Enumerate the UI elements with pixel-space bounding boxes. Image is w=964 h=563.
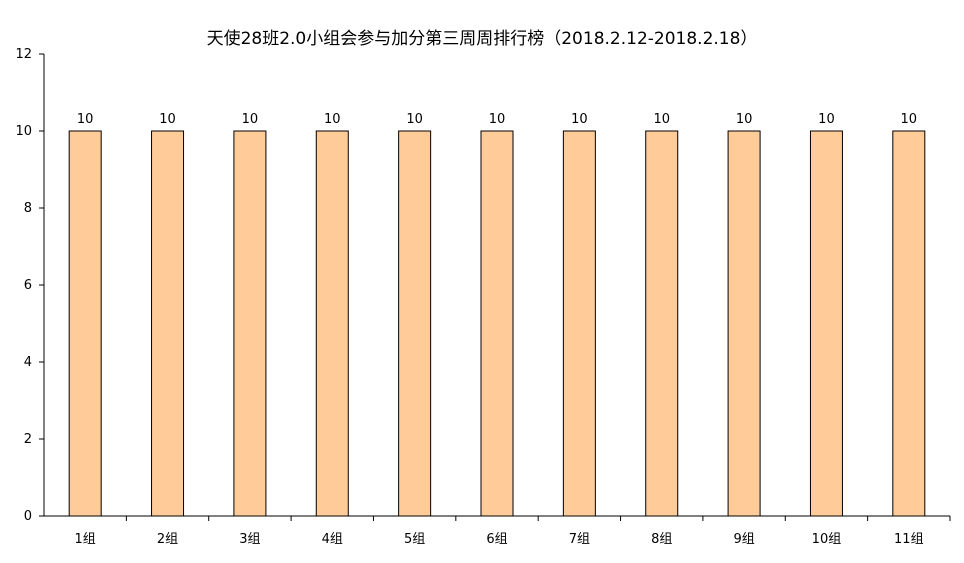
y-tick-label: 0 (24, 509, 32, 524)
bar-data-label: 10 (901, 112, 918, 127)
y-tick-label: 6 (24, 278, 32, 293)
y-tick-label: 8 (24, 201, 32, 216)
bar-data-label: 10 (571, 112, 588, 127)
y-tick-label: 10 (15, 124, 32, 139)
bar (480, 130, 514, 517)
x-category-label: 4组 (322, 532, 343, 547)
bar (892, 130, 926, 517)
bar (809, 130, 843, 517)
bar-data-label: 10 (653, 112, 670, 127)
x-category-label: 2组 (157, 532, 178, 547)
bar-data-label: 10 (489, 112, 506, 127)
x-category-label: 11组 (894, 532, 924, 547)
chart-title: 天使28班2.0小组会参与加分第三周周排行榜（2018.2.12-2018.2.… (206, 29, 758, 49)
bar (562, 130, 596, 517)
y-tick-label: 12 (15, 47, 32, 62)
bar (151, 130, 185, 517)
bar (727, 130, 761, 517)
x-category-label: 6组 (486, 532, 507, 547)
x-category-label: 5组 (404, 532, 425, 547)
y-tick-label: 2 (24, 432, 32, 447)
bar (68, 130, 102, 517)
x-category-label: 3组 (239, 532, 260, 547)
x-category-label: 8组 (651, 532, 672, 547)
x-category-label: 1组 (75, 532, 96, 547)
bar (398, 130, 432, 517)
bar (233, 130, 267, 517)
bar-data-label: 10 (159, 112, 176, 127)
x-category-label: 10组 (812, 532, 842, 547)
x-category-label: 7组 (569, 532, 590, 547)
bar (645, 130, 679, 517)
bar-data-label: 10 (406, 112, 423, 127)
bar-data-label: 10 (242, 112, 259, 127)
bar-data-label: 10 (77, 112, 94, 127)
x-category-label: 9组 (733, 532, 754, 547)
bar-data-label: 10 (736, 112, 753, 127)
bar (315, 130, 349, 517)
bar-data-label: 10 (324, 112, 341, 127)
bar-data-label: 10 (818, 112, 835, 127)
y-tick-label: 4 (24, 355, 32, 370)
